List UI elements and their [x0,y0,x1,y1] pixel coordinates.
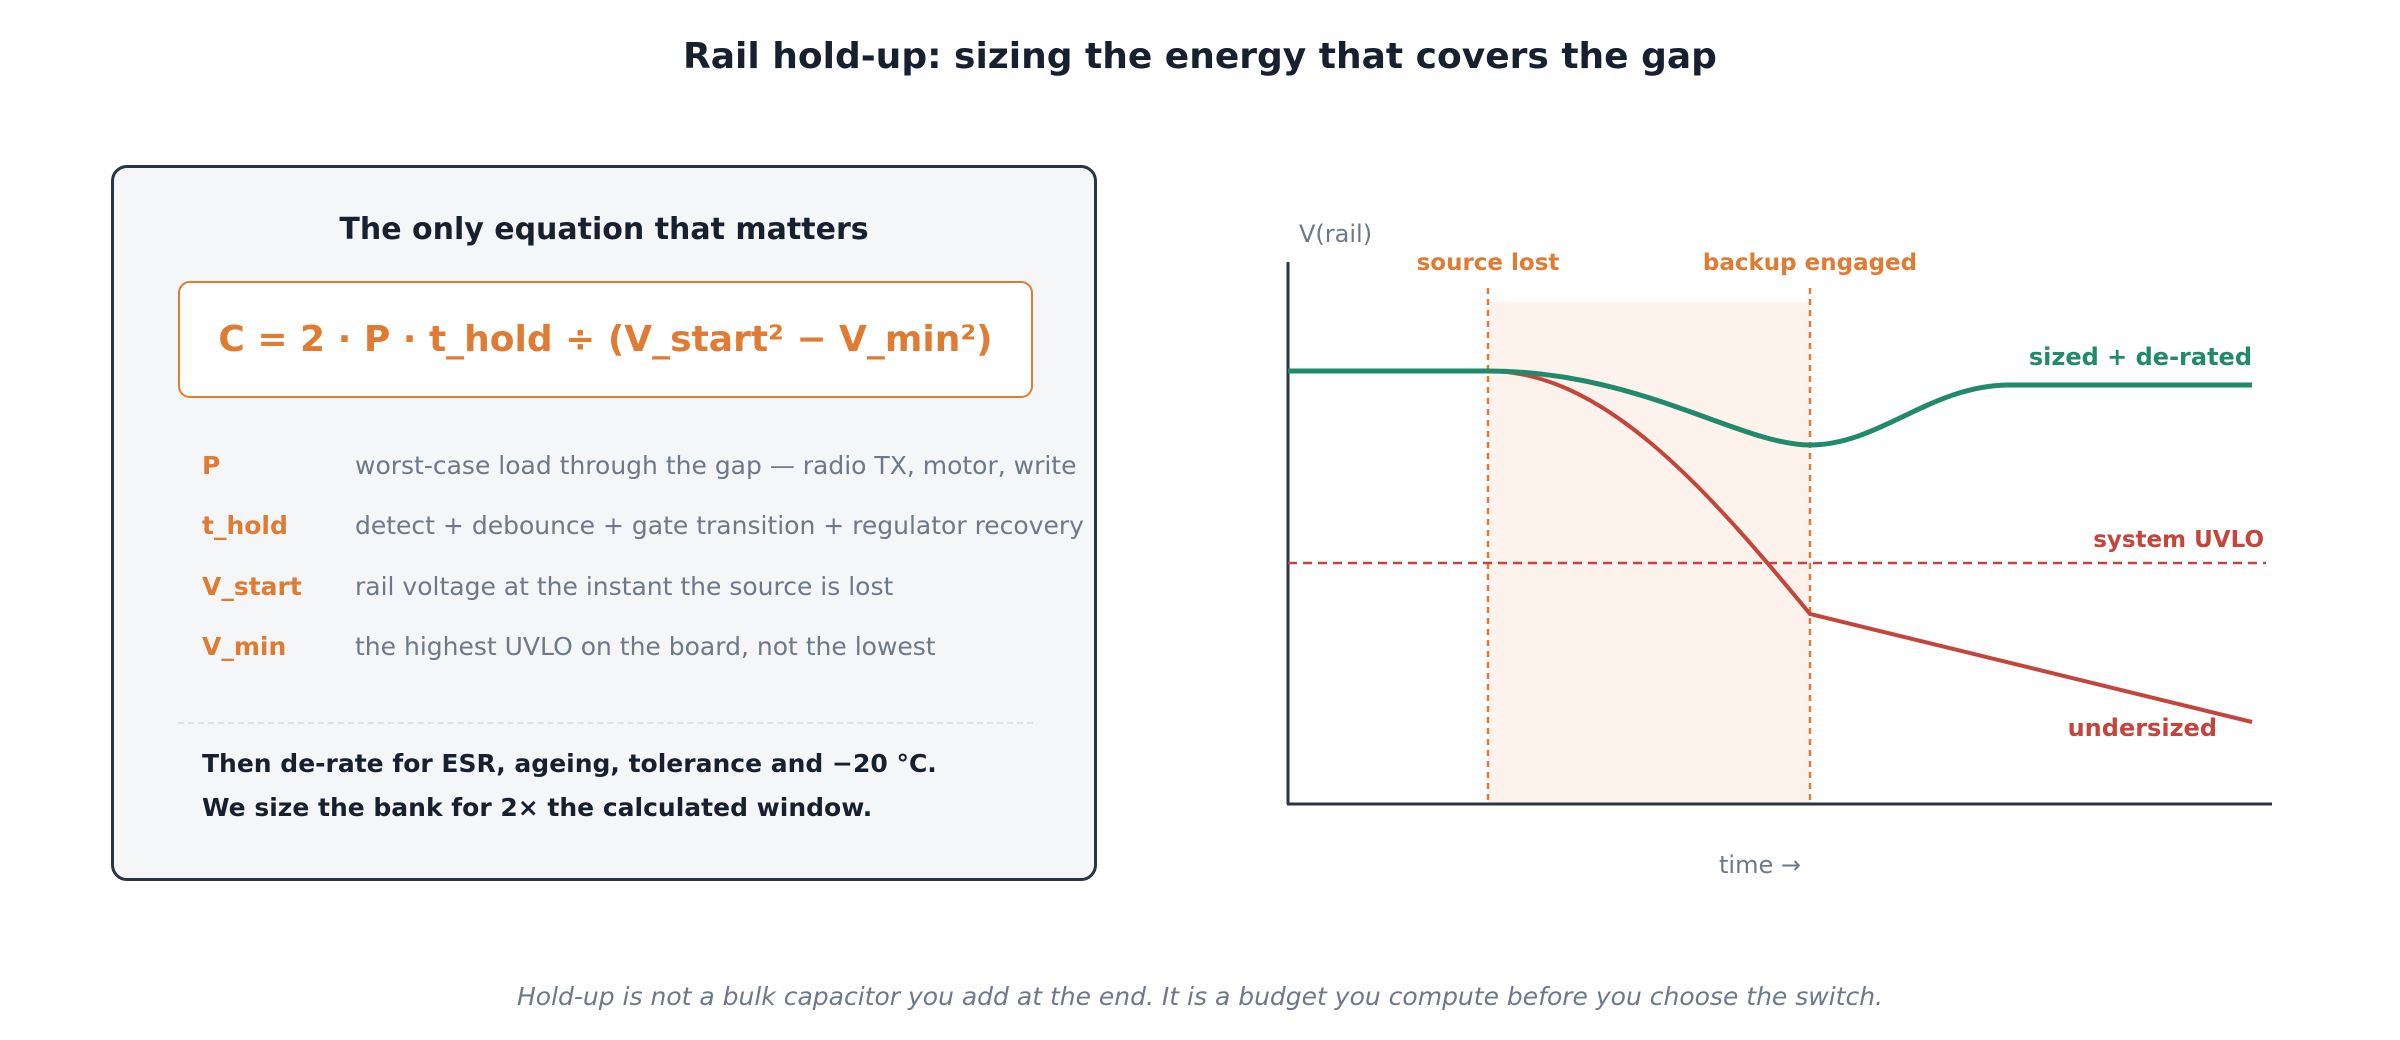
panel-title: The only equation that matters [339,212,869,247]
divider [178,722,1033,724]
variable-row-t-hold: t_hold detect + debounce + gate transiti… [202,511,1084,551]
variable-description: the highest UVLO on the board, not the l… [355,632,936,661]
variable-name: t_hold [202,511,288,540]
equation-panel: The only equation that matters C = 2 · P… [111,165,1097,881]
variable-name: V_start [202,572,302,601]
source-lost-label: source lost [1417,250,1560,276]
caption: Hold-up is not a bulk capacitor you add … [516,982,1884,1011]
backup-engaged-label: backup engaged [1703,250,1917,276]
variable-row-v-start: V_start rail voltage at the instant the … [202,572,1082,612]
y-axis-label: V(rail) [1299,220,1372,248]
formula-box: C = 2 · P · t_hold ÷ (V_start² − V_min²) [178,281,1033,398]
variable-row-v-min: V_min the highest UVLO on the board, not… [202,632,1082,672]
x-axis-label: time → [1719,851,1801,879]
variable-description: worst-case load through the gap — radio … [355,451,1077,480]
derate-note: Then de-rate for ESR, ageing, tolerance … [202,749,937,778]
variable-description: rail voltage at the instant the source i… [355,572,894,601]
variable-description: detect + debounce + gate transition + re… [355,511,1084,540]
page-title: Rail hold-up: sizing the energy that cov… [683,36,1717,77]
variable-row-p: P worst-case load through the gap — radi… [202,451,1082,491]
sized-derated-curve [1288,368,2252,448]
formula: C = 2 · P · t_hold ÷ (V_start² − V_min²) [218,319,993,360]
variable-name: V_min [202,632,287,661]
uvlo-threshold-label: system UVLO [2093,527,2264,553]
sized-derated-label: sized + de-rated [2029,343,2252,371]
sizing-note: We size the bank for 2× the calculated w… [202,793,873,822]
undersized-label: undersized [2068,714,2217,742]
variable-name: P [202,451,221,480]
